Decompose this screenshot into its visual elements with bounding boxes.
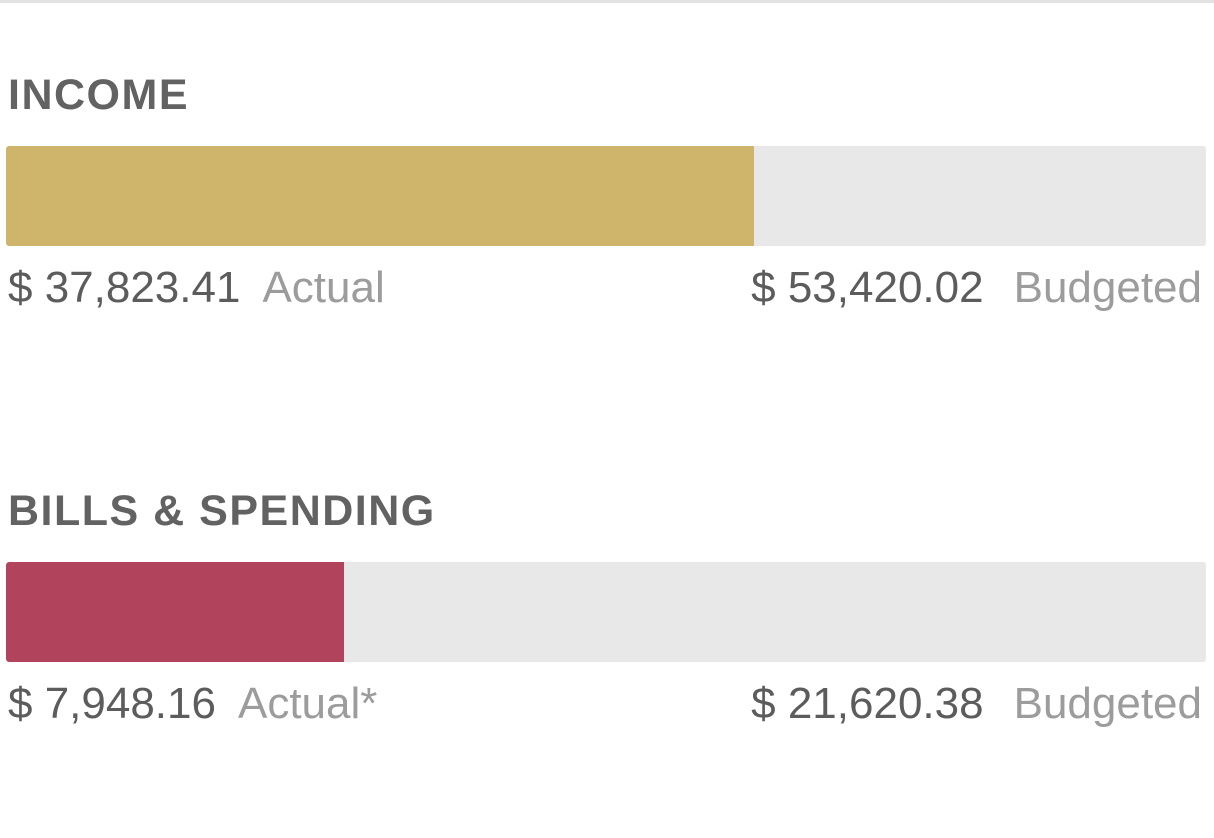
spending-section: BILLS & SPENDING $ 7,948.16 Actual* $ 21,… <box>6 486 1206 732</box>
spending-progress-fill <box>6 562 345 662</box>
income-budgeted-amount: $ 53,420.02 <box>751 263 984 312</box>
income-budgeted-group: $ 53,420.02 Budgeted <box>751 260 1202 316</box>
spending-progress-track <box>6 562 1206 662</box>
income-progress-fill <box>6 146 754 246</box>
spending-title: BILLS & SPENDING <box>8 487 436 535</box>
spending-budgeted-group: $ 21,620.38 Budgeted <box>751 676 1202 732</box>
income-progress-track <box>6 146 1206 246</box>
income-amount-row: $ 37,823.41 Actual $ 53,420.02 Budgeted <box>6 260 1206 316</box>
spending-budgeted-label: Budgeted <box>1013 679 1202 728</box>
spending-actual-group: $ 7,948.16 Actual* <box>8 676 377 732</box>
income-budgeted-label: Budgeted <box>1013 263 1202 312</box>
income-actual-label: Actual <box>262 263 385 312</box>
spending-budgeted-amount: $ 21,620.38 <box>751 679 984 728</box>
spending-actual-label: Actual* <box>237 679 378 728</box>
top-divider <box>0 0 1214 3</box>
spending-actual-amount: $ 7,948.16 <box>8 679 216 728</box>
spending-amount-row: $ 7,948.16 Actual* $ 21,620.38 Budgeted <box>6 676 1206 732</box>
income-actual-group: $ 37,823.41 Actual <box>8 260 385 316</box>
income-title: INCOME <box>8 71 189 119</box>
income-actual-amount: $ 37,823.41 <box>8 263 241 312</box>
income-section: INCOME $ 37,823.41 Actual $ 53,420.02 Budg… <box>6 70 1206 316</box>
